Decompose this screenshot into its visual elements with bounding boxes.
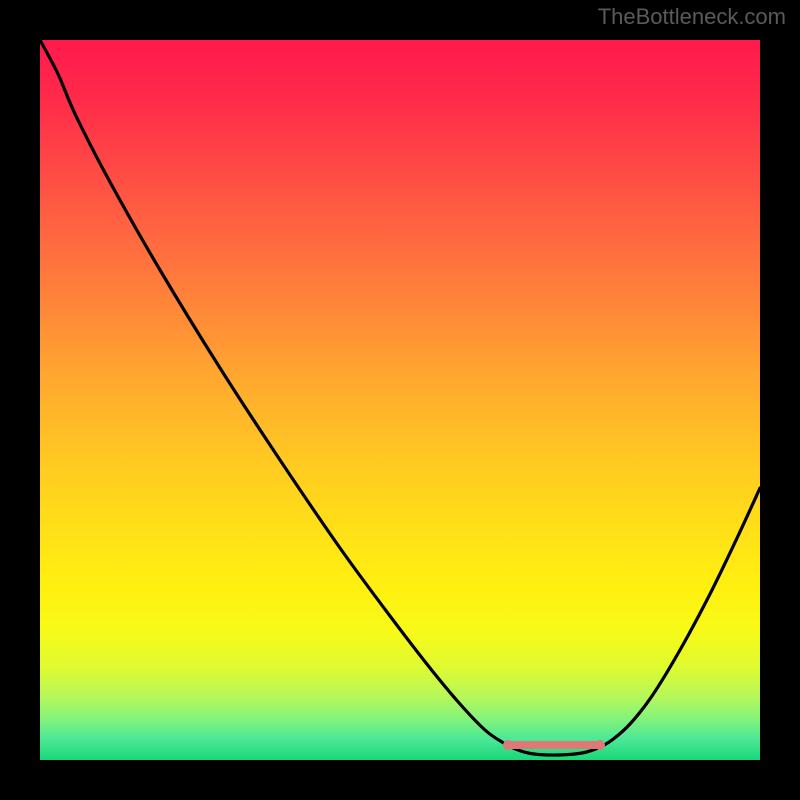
chart-curve [40,40,760,760]
chart-area [40,40,760,760]
optimal-range-marker-left [503,740,513,750]
watermark-text: TheBottleneck.com [598,4,786,30]
bottleneck-curve [40,40,760,755]
optimal-range-marker-right [595,740,605,750]
